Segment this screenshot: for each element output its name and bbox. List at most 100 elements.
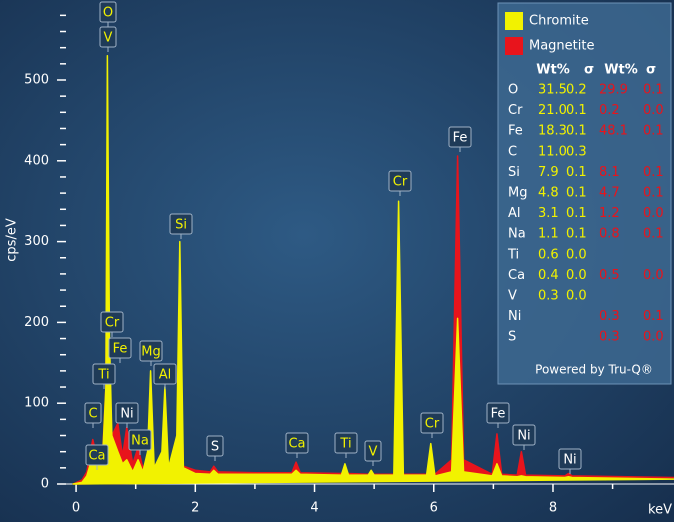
table-value: 31.5 [538,83,567,98]
table-value: 8.1 [599,165,620,180]
table-value: 21.0 [538,103,567,118]
table-value: 0.1 [643,186,664,201]
x-axis-label: keV [648,503,672,518]
x-tick-label: 6 [430,501,438,516]
table-value: 0.0 [643,268,664,283]
table-value: 1.2 [599,206,620,221]
x-tick-label: 2 [191,501,199,516]
table-value: 29.9 [599,83,628,98]
peak-label: O [103,6,113,21]
spectrum-area [72,147,674,485]
table-value: 0.0 [643,206,664,221]
table-value: 0.1 [643,309,664,324]
y-tick-label: 500 [24,72,49,87]
peak-label: Fe [453,131,468,146]
table-value: 18.3 [538,124,567,139]
peak-label: Mg [141,345,160,360]
table-value: 0.1 [566,165,587,180]
y-tick-label: 0 [41,477,49,492]
y-tick-label: 200 [24,315,49,330]
peak-label: Na [131,434,149,449]
table-value: 0.8 [599,227,620,242]
legend-swatch [505,37,523,55]
table-element: Ca [508,268,525,283]
table-value: 0.1 [566,124,587,139]
table-element: Fe [508,124,523,139]
table-value: 0.1 [566,206,587,221]
table-header: σ [646,63,656,78]
peak-label: Ca [88,449,105,464]
table-value: 1.1 [538,227,559,242]
table-element: V [508,289,517,304]
table-element: Ni [508,309,521,324]
y-tick-label: 400 [24,153,49,168]
table-value: 0.6 [538,247,559,262]
table-value: 0.1 [566,103,587,118]
peak-label: Cr [105,316,120,331]
peak-label: Ti [339,437,351,452]
y-axis-label: cps/eV [5,218,20,262]
table-element: O [508,83,518,98]
table-value: 0.3 [599,309,620,324]
table-value: 0.0 [643,330,664,345]
table-value: 0.0 [566,268,587,283]
peak-label: Fe [113,342,128,357]
table-element: C [508,144,517,159]
table-element: Na [508,227,526,242]
table-value: 0.0 [566,247,587,262]
table-value: 0.3 [599,330,620,345]
legend-label: Magnetite [529,39,594,54]
x-tick-label: 0 [72,501,80,516]
peak-label: Ni [517,429,530,444]
table-element: S [508,330,516,345]
peak-label: Cr [393,175,408,190]
peak-label: Ni [120,407,133,422]
table-value: 0.1 [566,227,587,242]
table-value: 4.7 [599,186,620,201]
table-value: 0.0 [566,289,587,304]
peak-label: V [104,31,113,46]
peak-label: Al [159,368,172,383]
peak-label: Ca [288,437,305,452]
y-tick-label: 100 [24,396,49,411]
y-tick-label: 300 [24,234,49,249]
peak-label: C [88,407,97,422]
peak-label: Si [175,218,187,233]
table-value: 0.2 [566,83,587,98]
legend-footer: Powered by Tru-Q® [535,363,653,377]
table-header: Wt% [536,63,570,78]
table-value: 0.4 [538,268,559,283]
table-element: Al [508,206,521,221]
peak-label: Ti [97,368,109,383]
legend-swatch [505,12,523,30]
table-value: 0.1 [643,124,664,139]
table-element: Si [508,165,520,180]
table-element: Mg [508,186,527,201]
table-element: Ti [507,247,519,262]
table-value: 0.3 [538,289,559,304]
table-header: σ [584,63,594,78]
legend-label: Chromite [529,14,589,29]
peak-label: Ni [563,453,576,468]
table-value: 0.5 [599,268,620,283]
table-value: 0.2 [599,103,620,118]
peak-label: S [211,440,219,455]
table-value: 0.3 [566,144,587,159]
x-tick-label: 8 [549,501,557,516]
spectrum-area [72,55,674,485]
x-tick-label: 4 [310,501,318,516]
peak-label: V [369,445,378,460]
table-value: 0.0 [643,103,664,118]
table-value: 0.1 [643,165,664,180]
table-value: 11.0 [538,144,567,159]
table-value: 48.1 [599,124,628,139]
peak-label: Cr [425,417,440,432]
table-value: 0.1 [643,83,664,98]
table-value: 3.1 [538,206,559,221]
table-value: 4.8 [538,186,559,201]
peak-label: Fe [491,407,506,422]
table-value: 0.1 [643,227,664,242]
table-element: Cr [508,103,523,118]
